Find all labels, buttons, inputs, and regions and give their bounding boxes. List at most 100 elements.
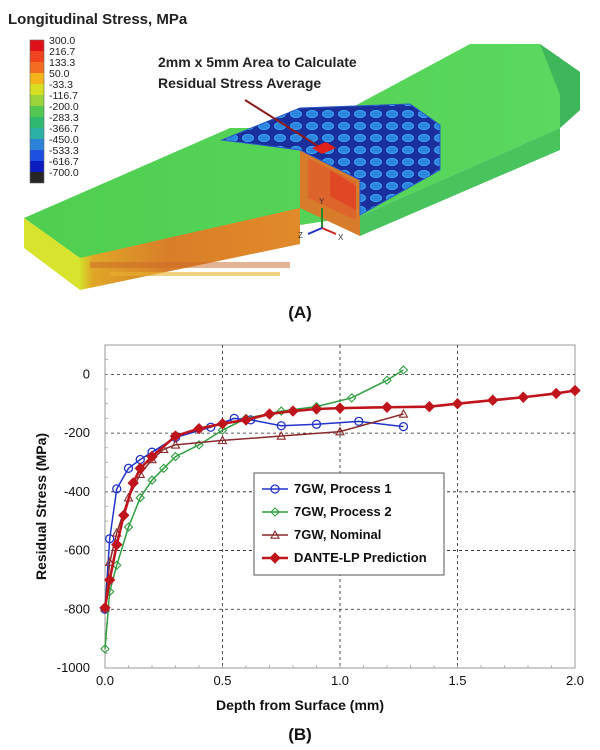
data-point [118, 509, 130, 522]
y-tick-label: -200 [64, 425, 90, 440]
data-point [100, 644, 110, 654]
legend-marker [270, 529, 280, 539]
data-point [217, 435, 228, 445]
legend-swatch [30, 51, 44, 62]
data-point [112, 484, 122, 494]
data-point [135, 492, 146, 503]
x-tick-label: 0.0 [96, 673, 114, 688]
x-tick-label: 1.5 [448, 673, 466, 688]
data-point [123, 463, 134, 473]
legend-entry: DANTE-LP Prediction [294, 550, 427, 565]
y-tick-label: 0 [83, 366, 90, 381]
target-area [312, 142, 336, 154]
data-point [111, 538, 123, 551]
axis-z-label: Z [298, 231, 303, 240]
legend-value: -533.3 [49, 145, 79, 157]
data-point [216, 417, 229, 430]
series-line [104, 369, 404, 649]
legend-swatch [30, 84, 44, 95]
legend-swatch [30, 128, 44, 139]
x-tick-label: 1.0 [331, 673, 349, 688]
data-point [381, 401, 393, 413]
y-tick-label: -400 [64, 484, 90, 499]
peened-region [220, 103, 441, 216]
legend-entry: 7GW, Process 1 [294, 481, 392, 496]
data-point [170, 451, 181, 462]
annotation-line-1: 2mm x 5mm Area to Calculate [158, 54, 357, 70]
legend-title: Longitudinal Stress, MPa [8, 11, 188, 28]
data-point [311, 419, 322, 429]
legend-value: -33.3 [49, 79, 73, 91]
data-point [99, 602, 111, 614]
data-point [104, 557, 115, 567]
data-point [398, 421, 409, 432]
data-point [105, 534, 115, 544]
legend-value: -366.7 [49, 123, 79, 135]
data-point [451, 398, 464, 410]
data-point [550, 387, 562, 400]
data-point [169, 430, 182, 442]
data-point [382, 375, 392, 386]
legend-swatch [30, 106, 44, 117]
x-tick-label: 2.0 [566, 673, 584, 688]
y-tick-label: -1000 [57, 660, 90, 675]
y-axis-label: Residual Stress (MPa) [33, 433, 49, 580]
annotation-line-2: Residual Stress Average [158, 75, 321, 91]
legend-value: -700.0 [49, 167, 79, 179]
legend-swatch [30, 40, 44, 51]
legend-marker [270, 507, 280, 517]
data-point [146, 450, 158, 463]
x-axis-label: Depth from Surface (mm) [216, 697, 384, 713]
stress-color-legend: 300.0216.7133.350.0-33.3-116.7-200.0-283… [29, 35, 79, 184]
annotation-leader-line [244, 99, 319, 147]
legend-swatch [30, 73, 44, 84]
data-point [134, 462, 146, 475]
legend-swatch [30, 117, 44, 128]
legend-value: 216.7 [49, 46, 75, 58]
legend-entry: 7GW, Nominal [294, 527, 381, 542]
data-point [354, 416, 364, 426]
data-point [240, 414, 252, 426]
legend-swatch [30, 172, 44, 183]
data-point [158, 463, 169, 474]
data-point [263, 408, 276, 420]
legend-value: 300.0 [49, 35, 75, 47]
panel-b-chart: 0.0 0.5 1.0 1.5 2.0 0 -200 -400 -600 -800 -1000 7GW… [33, 344, 584, 744]
data-point [170, 439, 181, 449]
panel-a-fea-render: 2mm x 5mm Area to Calculate Residual Str… [8, 11, 580, 322]
series-line [103, 389, 576, 609]
legend-value: 50.0 [49, 68, 70, 80]
data-point [398, 408, 409, 418]
legend-swatch [30, 150, 44, 161]
data-point [334, 402, 346, 414]
y-tick-label: -800 [64, 601, 90, 616]
axis-triad: Y X Z [298, 197, 344, 242]
data-point [276, 421, 286, 431]
data-point [287, 405, 299, 417]
data-point [310, 403, 323, 415]
data-point [398, 365, 409, 375]
legend-swatch [30, 161, 44, 172]
data-point [276, 406, 287, 416]
data-point [569, 384, 581, 397]
data-point [193, 422, 205, 435]
legend-swatch [30, 62, 44, 73]
axis-x-label: X [338, 233, 344, 242]
data-point [217, 425, 228, 435]
legend-value: -450.0 [49, 134, 79, 146]
plot-area: 0.0 0.5 1.0 1.5 2.0 0 -200 -400 -600 -800 -1000 7GW… [57, 344, 584, 688]
part-end-face [24, 218, 80, 290]
data-point [123, 522, 134, 532]
panel-a-label: (A) [288, 303, 312, 322]
data-point [423, 400, 436, 413]
legend-value: -116.7 [49, 90, 78, 102]
axis-y-label: Y [319, 197, 325, 206]
x-tick-label: 0.5 [213, 673, 231, 688]
data-point [147, 475, 157, 485]
series-line [104, 413, 404, 608]
legend-marker [269, 552, 281, 564]
data-point [487, 394, 499, 406]
legend-value: -283.3 [49, 112, 79, 124]
legend-entry: 7GW, Process 2 [294, 504, 392, 519]
